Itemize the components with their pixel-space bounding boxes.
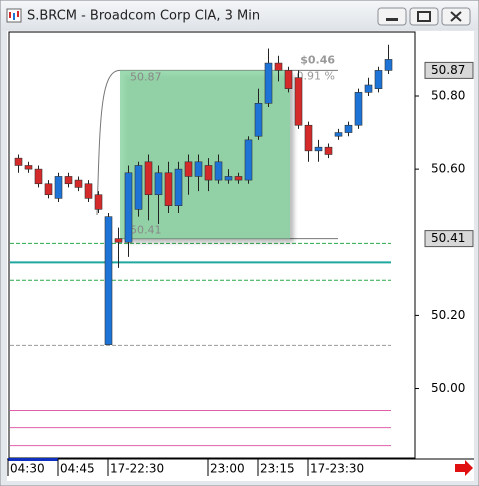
price-marker-label: 50.87	[431, 63, 465, 77]
candle-body	[174, 168, 183, 206]
x-tick-label: 17-22:30	[110, 462, 164, 476]
candle-body	[44, 183, 53, 196]
candle-body	[214, 161, 223, 181]
candle-body	[194, 161, 203, 177]
x-tick-label: 17-23:30	[310, 462, 364, 476]
x-tick-label: 23:00	[210, 462, 245, 476]
window-title: S.BRCM - Broadcom Corp ClA, 3 Min	[27, 9, 260, 24]
y-tick-label: 50.20	[431, 308, 465, 322]
candle-body	[234, 176, 243, 181]
price-marker-box	[424, 230, 474, 248]
candle-body	[84, 183, 93, 199]
candle-body	[64, 176, 73, 185]
y-tick-label: 50.60	[431, 162, 465, 176]
minimize-button[interactable]	[377, 7, 407, 26]
scroll-arrow[interactable]	[455, 460, 473, 476]
candle-body	[294, 77, 303, 126]
candle-body	[134, 165, 143, 210]
candle-body	[354, 92, 363, 126]
measure-connector	[96, 69, 338, 216]
measure-high-label: 50.87	[130, 70, 162, 83]
app-icon	[6, 8, 22, 23]
x-tick-label: 23:15	[260, 462, 295, 476]
candle-body	[264, 62, 273, 104]
candle-body	[254, 103, 263, 137]
x-tick-label: 04:45	[60, 462, 95, 476]
candle-body	[204, 165, 213, 181]
candle-body	[284, 70, 293, 89]
candle-body	[154, 172, 163, 196]
y-tick-label: 50.80	[431, 88, 465, 102]
candle-body	[224, 176, 233, 181]
candle-body	[364, 84, 373, 93]
plot-border	[8, 31, 416, 459]
candle-body	[94, 194, 103, 210]
price-marker-label: 50.41	[431, 231, 465, 245]
candle-body	[304, 124, 313, 152]
candle-body	[104, 216, 113, 345]
candle-body	[114, 238, 123, 243]
candle-body	[244, 139, 253, 181]
measure-box	[120, 70, 290, 239]
candle-body	[384, 59, 393, 71]
price-marker-box	[424, 61, 474, 79]
measure-change: $0.46	[300, 53, 335, 66]
x-tick-label: 04:30	[10, 462, 45, 476]
candle-body	[324, 146, 333, 155]
candle-body	[344, 124, 353, 133]
candle-body	[34, 168, 43, 185]
candle-body	[164, 172, 173, 206]
candle-body	[184, 161, 193, 177]
maximize-button[interactable]	[409, 7, 439, 26]
close-button[interactable]	[441, 7, 471, 26]
measure-percent: 0.91 %	[297, 69, 335, 82]
candle-body	[14, 157, 23, 166]
measure-low-label: 50.41	[130, 224, 162, 237]
scroll-indicator	[8, 458, 58, 461]
candle-body	[74, 179, 83, 188]
candle-body	[334, 132, 343, 137]
candle-body	[24, 165, 33, 170]
candle-body	[274, 62, 283, 71]
y-tick-label: 50.00	[431, 381, 465, 395]
candle-body	[374, 70, 383, 89]
candle-body	[314, 146, 323, 152]
candle-body	[54, 176, 63, 199]
candle-body	[144, 161, 153, 196]
candle-body	[124, 172, 133, 243]
